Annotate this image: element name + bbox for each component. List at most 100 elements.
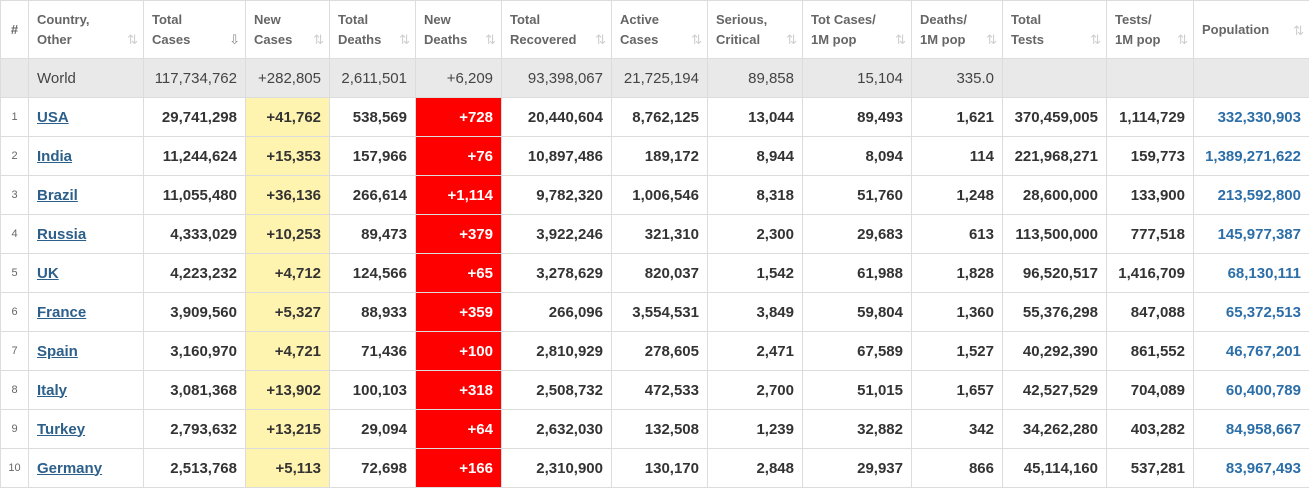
- total-recovered-cell: 10,897,486: [501, 136, 612, 176]
- population-link[interactable]: 65,372,513: [1225, 303, 1301, 321]
- row-index-cell: 4: [0, 214, 29, 254]
- column-header-new-deaths[interactable]: New Deaths ⇅: [415, 0, 502, 59]
- population-cell: 1,389,271,622: [1193, 136, 1309, 176]
- deaths-1m-cell: 1,360: [911, 292, 1003, 332]
- column-header-total-deaths[interactable]: Total Deaths ⇅: [329, 0, 416, 59]
- column-header-idx[interactable]: #: [0, 0, 29, 59]
- active-cases-cell: 132,508: [611, 409, 708, 449]
- country-link[interactable]: Brazil: [37, 186, 78, 204]
- column-header-tests-1m[interactable]: Tests/ 1M pop ⇅: [1106, 0, 1194, 59]
- active-cases-cell: 8,762,125: [611, 97, 708, 137]
- population-link[interactable]: 46,767,201: [1225, 342, 1301, 360]
- column-header-total-recovered[interactable]: Total Recovered ⇅: [501, 0, 612, 59]
- active-cases-cell: 321,310: [611, 214, 708, 254]
- sort-icon: ⇅: [313, 32, 324, 47]
- total-cases-cell: 3,160,970: [143, 331, 246, 371]
- country-link[interactable]: USA: [37, 108, 69, 126]
- sort-icon: ⇅: [399, 32, 410, 47]
- population-link[interactable]: 84,958,667: [1225, 420, 1301, 438]
- column-header-country[interactable]: Country, Other ⇅: [28, 0, 144, 59]
- country-link[interactable]: Spain: [37, 342, 78, 360]
- serious-critical-cell: 13,044: [707, 97, 803, 137]
- total-recovered-cell: 9,782,320: [501, 175, 612, 215]
- column-header-total-tests[interactable]: Total Tests ⇅: [1002, 0, 1107, 59]
- sort-icon: ⇅: [1293, 23, 1304, 38]
- population-link[interactable]: 213,592,800: [1217, 186, 1301, 204]
- population-cell: 46,767,201: [1193, 331, 1309, 371]
- deaths-1m-cell: 342: [911, 409, 1003, 449]
- country-link[interactable]: Turkey: [37, 420, 86, 438]
- column-header-active-cases[interactable]: Active Cases ⇅: [611, 0, 708, 59]
- total-tests-cell: 28,600,000: [1002, 175, 1107, 215]
- total-recovered-cell: 2,508,732: [501, 370, 612, 410]
- serious-critical-cell: 1,542: [707, 253, 803, 293]
- table-row: 3 Brazil 11,055,480 +36,136 266,614 +1,114 9,7…: [0, 175, 1309, 215]
- deaths-1m-cell: 1,828: [911, 253, 1003, 293]
- column-header-tot-cases-1m[interactable]: Tot Cases/ 1M pop ⇅: [802, 0, 912, 59]
- total-deaths-cell: 88,933: [329, 292, 416, 332]
- country-name-cell: Germany: [28, 448, 144, 488]
- world-total-cases-cell: 117,734,762: [143, 58, 246, 98]
- population-link[interactable]: 332,330,903: [1217, 108, 1301, 126]
- population-link[interactable]: 1,389,271,622: [1205, 147, 1301, 165]
- deaths-1m-cell: 866: [911, 448, 1003, 488]
- total-tests-cell: 55,376,298: [1002, 292, 1107, 332]
- total-deaths-cell: 72,698: [329, 448, 416, 488]
- country-link[interactable]: Italy: [37, 381, 68, 399]
- column-header-total-cases[interactable]: Total Cases ⇩: [143, 0, 246, 59]
- world-total-deaths-cell: 2,611,501: [329, 58, 416, 98]
- row-index-cell: 7: [0, 331, 29, 371]
- population-link[interactable]: 60,400,789: [1225, 381, 1301, 399]
- sort-icon: ⇅: [595, 32, 606, 47]
- new-cases-cell: +5,327: [245, 292, 330, 332]
- new-deaths-cell: +64: [415, 409, 502, 449]
- population-cell: 68,130,111: [1193, 253, 1309, 293]
- new-cases-cell: +13,215: [245, 409, 330, 449]
- total-deaths-cell: 266,614: [329, 175, 416, 215]
- column-header-serious-critical[interactable]: Serious, Critical ⇅: [707, 0, 803, 59]
- tot-cases-1m-cell: 51,015: [802, 370, 912, 410]
- column-header-label: Country, Other: [37, 11, 90, 47]
- total-cases-cell: 29,741,298: [143, 97, 246, 137]
- column-header-label: Total Tests: [1011, 11, 1044, 47]
- world-name-cell: World: [28, 58, 144, 98]
- column-header-deaths-1m[interactable]: Deaths/ 1M pop ⇅: [911, 0, 1003, 59]
- world-total-recovered-cell: 93,398,067: [501, 58, 612, 98]
- column-header-label: Total Recovered: [510, 11, 577, 47]
- new-deaths-cell: +318: [415, 370, 502, 410]
- tot-cases-1m-cell: 8,094: [802, 136, 912, 176]
- total-tests-cell: 42,527,529: [1002, 370, 1107, 410]
- total-cases-cell: 4,333,029: [143, 214, 246, 254]
- table-row: 1 USA 29,741,298 +41,762 538,569 +728 20,440,6…: [0, 97, 1309, 137]
- column-header-new-cases[interactable]: New Cases ⇅: [245, 0, 330, 59]
- population-link[interactable]: 83,967,493: [1225, 459, 1301, 477]
- world-tests-1m-cell: [1106, 58, 1194, 98]
- country-link[interactable]: Russia: [37, 225, 87, 243]
- tot-cases-1m-cell: 32,882: [802, 409, 912, 449]
- row-index-cell: 9: [0, 409, 29, 449]
- total-recovered-cell: 20,440,604: [501, 97, 612, 137]
- new-deaths-cell: +1,114: [415, 175, 502, 215]
- tests-1m-cell: 777,518: [1106, 214, 1194, 254]
- total-cases-cell: 11,244,624: [143, 136, 246, 176]
- row-index-cell: 10: [0, 448, 29, 488]
- column-header-label: New Deaths: [424, 11, 468, 47]
- country-link[interactable]: France: [37, 303, 87, 321]
- country-name-cell: Turkey: [28, 409, 144, 449]
- population-link[interactable]: 145,977,387: [1217, 225, 1301, 243]
- column-header-label: #: [10, 21, 19, 37]
- header-row: # Country, Other ⇅ Total Cases ⇩ New Cases…: [0, 0, 1309, 59]
- world-total-tests-cell: [1002, 58, 1107, 98]
- deaths-1m-cell: 1,657: [911, 370, 1003, 410]
- total-tests-cell: 45,114,160: [1002, 448, 1107, 488]
- country-link[interactable]: India: [37, 147, 73, 165]
- country-link[interactable]: UK: [37, 264, 59, 282]
- total-tests-cell: 221,968,271: [1002, 136, 1107, 176]
- population-link[interactable]: 68,130,111: [1227, 264, 1301, 282]
- column-header-population[interactable]: Population ⇅: [1193, 0, 1309, 59]
- row-index-cell: 6: [0, 292, 29, 332]
- country-link[interactable]: Germany: [37, 459, 103, 477]
- new-cases-cell: +5,113: [245, 448, 330, 488]
- column-header-label: Population: [1202, 21, 1270, 37]
